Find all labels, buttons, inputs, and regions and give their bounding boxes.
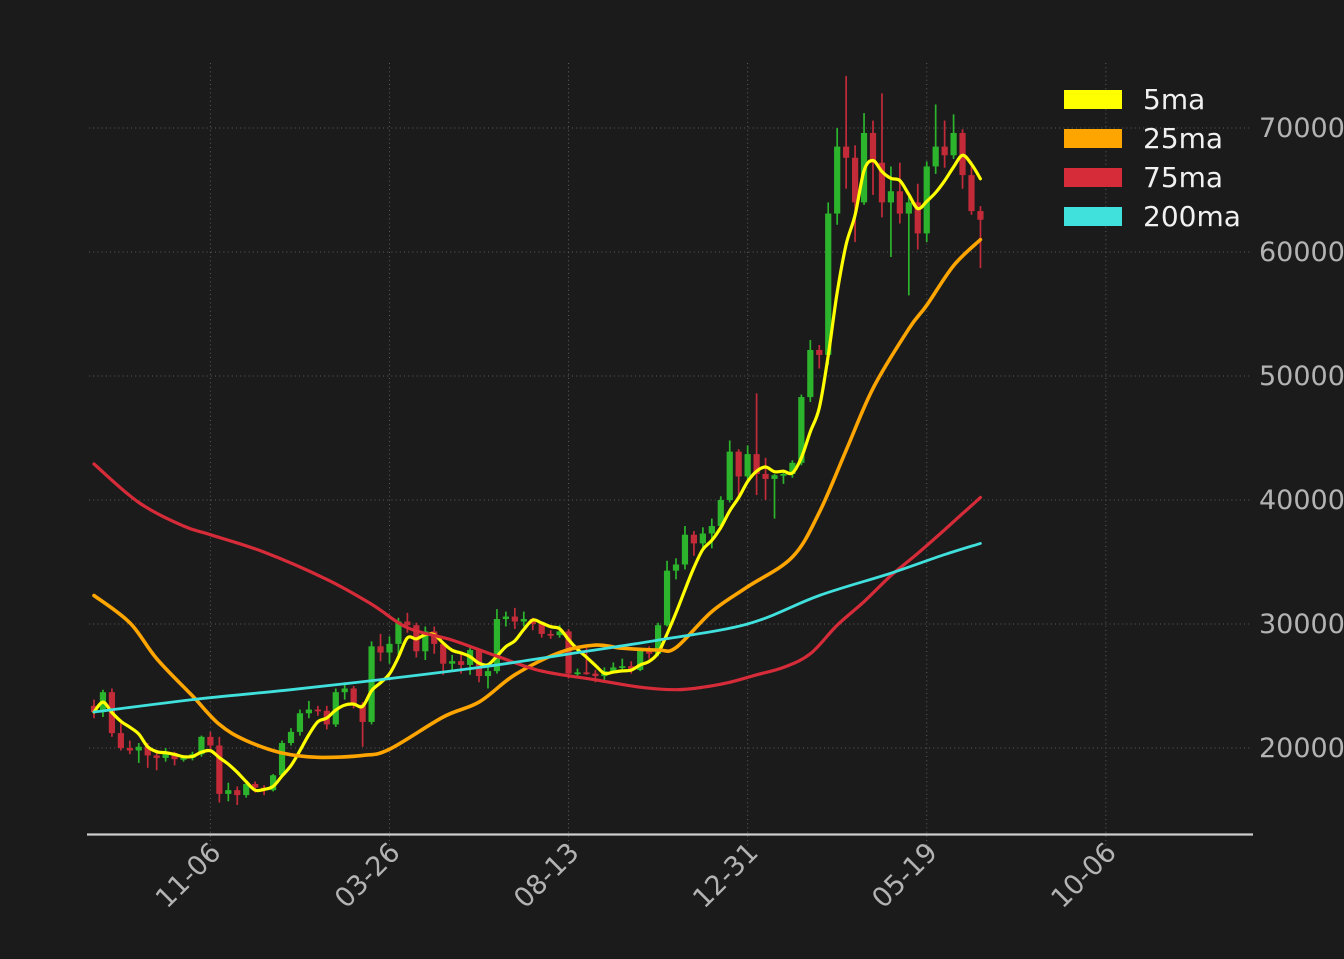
legend-label-5ma: 5ma <box>1143 83 1206 116</box>
ma-line-75ma <box>92 462 982 692</box>
x-tick-label: 12-31 <box>687 837 764 914</box>
candlestick-chart: 11-06 03-26 08-13 12-31 05-19 10-06 70000 6000… <box>40 16 1344 927</box>
legend-swatch-5ma-icon <box>1064 90 1122 109</box>
chart-canvas: 11-06 03-26 08-13 12-31 05-19 10-06 70000 6000… <box>87 63 1344 914</box>
y-tick-label: 50000 <box>1259 361 1344 392</box>
legend-swatch-75ma-icon <box>1064 168 1122 187</box>
y-tick-label: 20000 <box>1259 733 1344 764</box>
legend: 5ma 25ma 75ma 200ma <box>1064 83 1241 246</box>
x-tick-label: 10-06 <box>1045 837 1122 914</box>
legend-swatch-200ma-icon <box>1064 207 1122 226</box>
legend-label-75ma: 75ma <box>1143 161 1224 194</box>
ma-lines <box>92 153 983 793</box>
legend-swatch-25ma-icon <box>1064 129 1122 148</box>
ma-line-200ma <box>92 542 982 714</box>
legend-item-25ma: 25ma <box>1064 122 1241 155</box>
x-tick-label: 11-06 <box>150 837 227 914</box>
legend-label-200ma: 200ma <box>1143 200 1241 233</box>
legend-label-25ma: 25ma <box>1143 122 1224 155</box>
y-axis-labels: 70000 60000 50000 40000 30000 20000 <box>1259 113 1344 764</box>
y-tick-label: 30000 <box>1259 609 1344 640</box>
y-tick-label: 40000 <box>1259 485 1344 516</box>
ma-line-5ma <box>92 153 982 793</box>
legend-item-5ma: 5ma <box>1064 83 1241 116</box>
x-tick-label: 03-26 <box>329 837 406 914</box>
x-tick-label: 08-13 <box>508 837 585 914</box>
x-axis: 11-06 03-26 08-13 12-31 05-19 10-06 <box>87 833 1253 914</box>
y-tick-label: 60000 <box>1259 237 1344 268</box>
legend-item-75ma: 75ma <box>1064 161 1241 194</box>
y-tick-label: 70000 <box>1259 113 1344 144</box>
ma-line-25ma <box>92 237 983 760</box>
legend-item-200ma: 200ma <box>1064 200 1241 233</box>
x-tick-label: 05-19 <box>866 837 943 914</box>
